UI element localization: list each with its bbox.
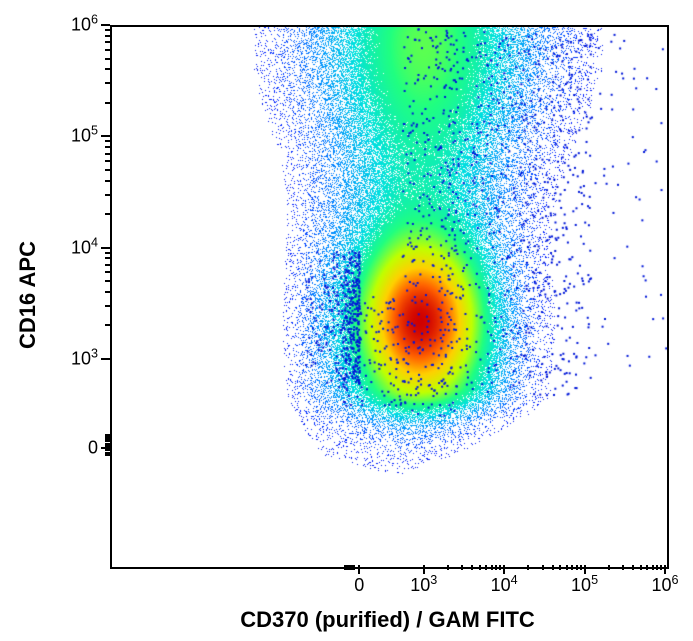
x-tick-minor bbox=[447, 565, 449, 570]
x-tick-minor bbox=[485, 565, 487, 570]
y-tick-minor bbox=[105, 82, 110, 84]
y-tick-minor bbox=[105, 257, 110, 259]
x-tick-label: 103 bbox=[410, 575, 437, 596]
x-axis-title: CD370 (purified) / GAM FITC bbox=[240, 607, 535, 633]
x-tick-minor bbox=[491, 565, 493, 570]
y-tick-minor bbox=[105, 169, 110, 171]
x-tick-minor bbox=[652, 565, 654, 570]
x-tick-minor bbox=[461, 565, 463, 570]
chart-container: CD16 APC CD370 (purified) / GAM FITC 0 10… bbox=[0, 0, 693, 641]
y-tick-major bbox=[101, 24, 110, 26]
x-tick-minor bbox=[656, 565, 658, 570]
y-tick-minor bbox=[105, 160, 110, 162]
x-tick-major bbox=[358, 565, 360, 574]
y-tick-minor bbox=[105, 58, 110, 60]
x-axis-title-text: CD370 (purified) / GAM FITC bbox=[240, 607, 535, 632]
y-tick-major bbox=[101, 247, 110, 249]
plot-area bbox=[110, 25, 669, 569]
y-tick-label: 103 bbox=[71, 348, 98, 369]
y-tick-minor bbox=[105, 180, 110, 182]
y-tick-minor bbox=[105, 102, 110, 104]
y-tick-minor bbox=[105, 194, 110, 196]
x-tick-minor bbox=[353, 565, 355, 570]
y-tick-major bbox=[101, 135, 110, 137]
x-tick-label: 105 bbox=[571, 575, 598, 596]
x-tick-major bbox=[584, 565, 586, 574]
y-tick-label: 106 bbox=[71, 15, 98, 36]
y-axis-title: CD16 APC bbox=[15, 241, 41, 349]
y-tick-minor bbox=[105, 41, 110, 43]
y-tick-label: 0 bbox=[88, 438, 98, 459]
y-tick-minor bbox=[105, 452, 110, 454]
x-tick-minor bbox=[559, 565, 561, 570]
y-tick-minor bbox=[105, 445, 110, 447]
x-tick-label: 104 bbox=[491, 575, 518, 596]
x-tick-minor bbox=[660, 565, 662, 570]
x-tick-minor bbox=[580, 565, 582, 570]
x-tick-minor bbox=[471, 565, 473, 570]
y-tick-minor bbox=[105, 280, 110, 282]
x-tick-label: 106 bbox=[651, 575, 678, 596]
x-tick-minor bbox=[566, 565, 568, 570]
x-tick-minor bbox=[542, 565, 544, 570]
y-tick-minor bbox=[105, 434, 110, 436]
x-tick-minor bbox=[499, 565, 501, 570]
y-tick-minor bbox=[105, 49, 110, 51]
y-tick-minor bbox=[105, 449, 110, 451]
y-tick-minor bbox=[105, 252, 110, 254]
x-tick-minor bbox=[608, 565, 610, 570]
y-tick-minor bbox=[105, 438, 110, 440]
y-tick-minor bbox=[105, 291, 110, 293]
y-tick-minor bbox=[105, 264, 110, 266]
x-tick-major bbox=[664, 565, 666, 574]
y-tick-minor bbox=[105, 324, 110, 326]
y-tick-minor bbox=[105, 440, 110, 442]
x-tick-minor bbox=[571, 565, 573, 570]
x-tick-minor bbox=[646, 565, 648, 570]
y-tick-minor bbox=[105, 271, 110, 273]
y-tick-minor bbox=[105, 153, 110, 155]
scatter-points bbox=[112, 27, 667, 567]
y-tick-minor bbox=[105, 305, 110, 307]
x-tick-minor bbox=[479, 565, 481, 570]
y-tick-minor bbox=[105, 436, 110, 438]
x-tick-major bbox=[423, 565, 425, 574]
y-tick-minor bbox=[105, 29, 110, 31]
y-tick-minor bbox=[105, 213, 110, 215]
y-axis-title-text: CD16 APC bbox=[15, 241, 40, 349]
y-tick-major bbox=[101, 358, 110, 360]
x-tick-minor bbox=[640, 565, 642, 570]
x-tick-minor bbox=[552, 565, 554, 570]
x-tick-major bbox=[503, 565, 505, 574]
x-tick-minor bbox=[622, 565, 624, 570]
y-tick-label: 104 bbox=[71, 237, 98, 258]
y-tick-minor bbox=[105, 454, 110, 456]
y-tick-minor bbox=[105, 140, 110, 142]
y-tick-minor bbox=[105, 68, 110, 70]
y-tick-minor bbox=[105, 35, 110, 37]
x-tick-minor bbox=[632, 565, 634, 570]
y-tick-minor bbox=[105, 443, 110, 445]
x-tick-minor bbox=[495, 565, 497, 570]
y-tick-label: 105 bbox=[71, 126, 98, 147]
x-tick-minor bbox=[576, 565, 578, 570]
x-tick-label: 0 bbox=[354, 575, 364, 596]
y-tick-minor bbox=[105, 146, 110, 148]
x-tick-minor bbox=[527, 565, 529, 570]
